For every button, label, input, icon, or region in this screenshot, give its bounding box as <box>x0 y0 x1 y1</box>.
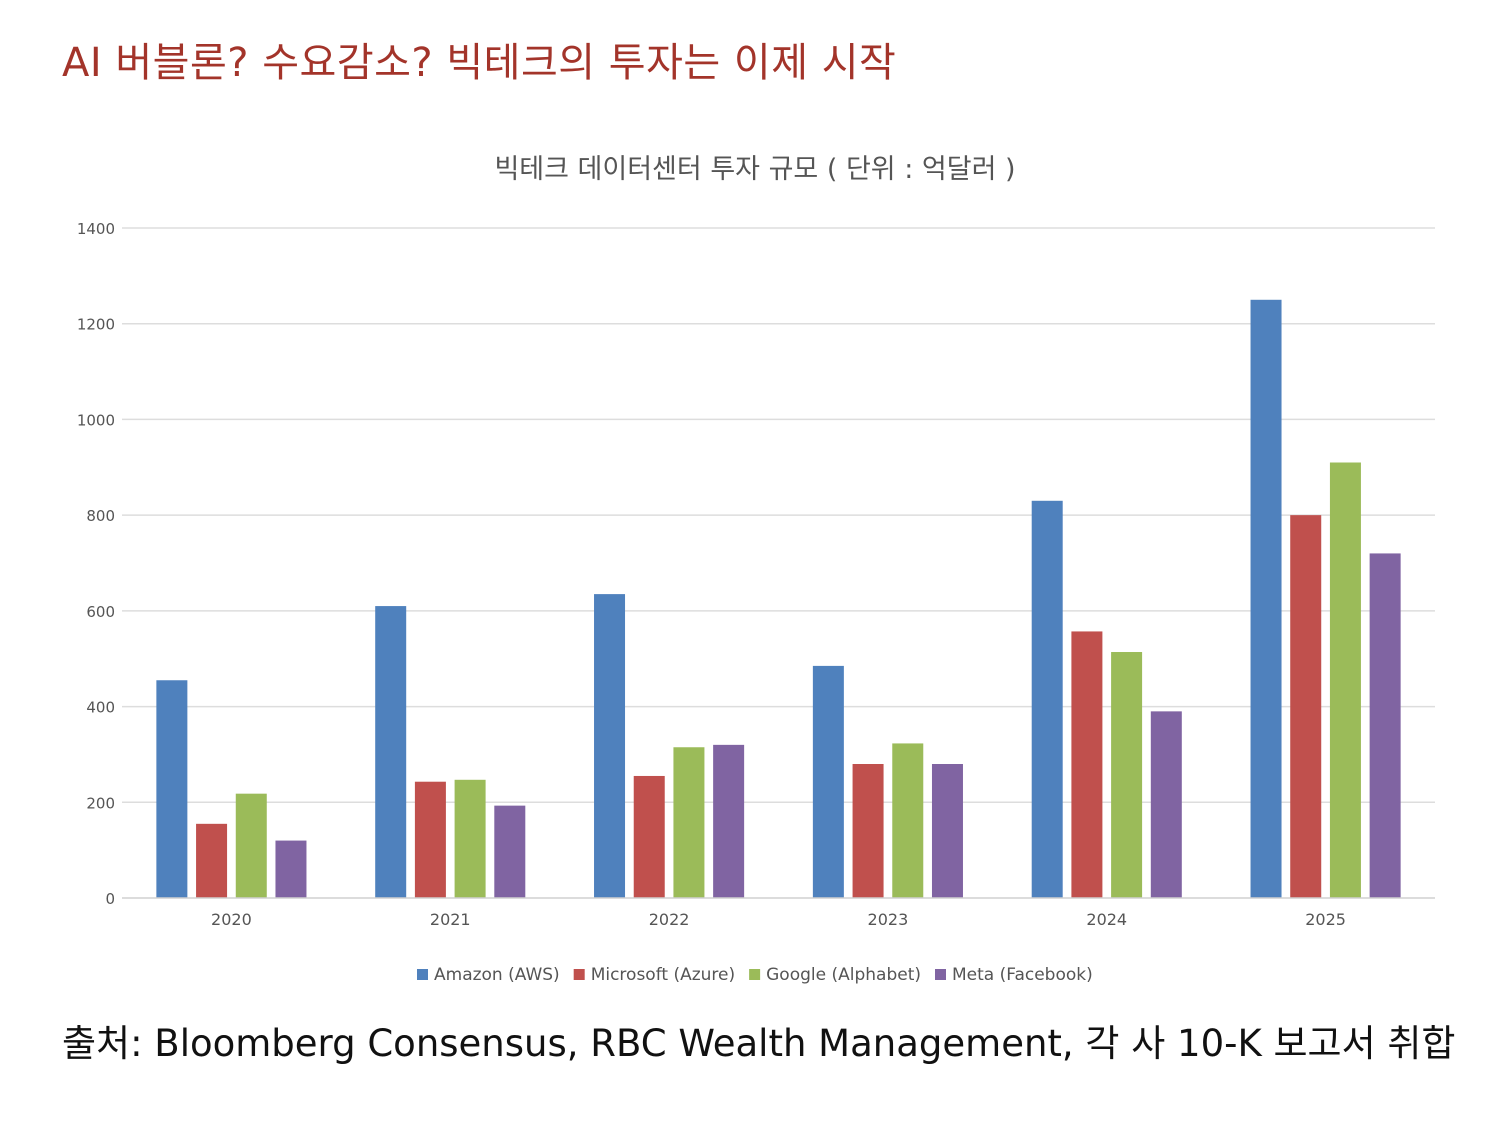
bar-amazon-2021 <box>375 606 407 898</box>
bar-amazon-2022 <box>594 594 626 898</box>
x-tick-label: 2020 <box>211 910 252 929</box>
gridlines <box>122 227 1435 804</box>
y-tick-label: 1000 <box>77 411 115 429</box>
page-headline: AI 버블론? 수요감소? 빅테크의 투자는 이제 시작 <box>62 40 897 86</box>
bar-meta-2022 <box>713 744 745 898</box>
legend-label: Meta (Facebook) <box>952 965 1093 985</box>
legend-label: Amazon (AWS) <box>434 965 560 985</box>
bar-microsoft-2025 <box>1290 515 1322 898</box>
bar-amazon-2025 <box>1250 299 1282 898</box>
bar-google-2024 <box>1111 652 1143 898</box>
bar-google-2023 <box>892 743 924 898</box>
legend-swatch <box>935 969 946 980</box>
x-tick-label: 2024 <box>1086 910 1127 929</box>
bar-meta-2021 <box>494 805 526 898</box>
y-tick-label: 400 <box>86 699 115 717</box>
bar-google-2025 <box>1329 462 1361 898</box>
legend-label: Microsoft (Azure) <box>591 965 735 985</box>
x-tick-label: 2021 <box>430 910 471 929</box>
bar-series <box>156 299 1401 898</box>
bar-meta-2023 <box>931 764 963 898</box>
bar-google-2022 <box>673 747 705 898</box>
source-note: 출처: Bloomberg Consensus, RBC Wealth Mana… <box>62 1022 1456 1065</box>
y-tick-label: 1400 <box>77 220 115 238</box>
x-axis-tick-labels: 2020 2021 2022 2023 2024 2025 <box>211 910 1346 929</box>
x-tick-label: 2025 <box>1305 910 1346 929</box>
y-tick-label: 800 <box>86 507 115 525</box>
y-axis-tick-labels: 0 200 400 600 800 1000 1200 1400 <box>77 220 115 908</box>
x-tick-label: 2023 <box>868 910 909 929</box>
bar-microsoft-2020 <box>196 823 228 898</box>
x-tick-label: 2022 <box>649 910 690 929</box>
y-tick-label: 0 <box>105 890 115 908</box>
bar-microsoft-2023 <box>852 764 884 898</box>
legend-label: Google (Alphabet) <box>766 965 921 985</box>
bar-google-2021 <box>454 779 486 898</box>
chart-legend: Amazon (AWS) Microsoft (Azure) Google (Alp… <box>417 965 1093 985</box>
y-tick-label: 1200 <box>77 316 115 334</box>
y-tick-label: 600 <box>86 603 115 621</box>
bar-amazon-2020 <box>156 680 188 898</box>
bar-google-2020 <box>235 793 267 898</box>
bar-meta-2025 <box>1369 553 1401 898</box>
bar-meta-2020 <box>275 840 307 898</box>
bar-microsoft-2021 <box>414 781 446 898</box>
bar-amazon-2023 <box>812 665 844 898</box>
legend-swatch <box>573 969 585 980</box>
y-tick-label: 200 <box>86 794 115 812</box>
bar-meta-2024 <box>1150 711 1182 898</box>
chart-title: 빅테크 데이터센터 투자 규모 ( 단위 : 억달러 ) <box>494 154 1015 185</box>
bar-microsoft-2024 <box>1071 631 1103 898</box>
bar-microsoft-2022 <box>633 775 665 898</box>
legend-swatch <box>749 969 761 980</box>
bar-amazon-2024 <box>1031 500 1063 898</box>
legend-swatch <box>417 969 428 980</box>
